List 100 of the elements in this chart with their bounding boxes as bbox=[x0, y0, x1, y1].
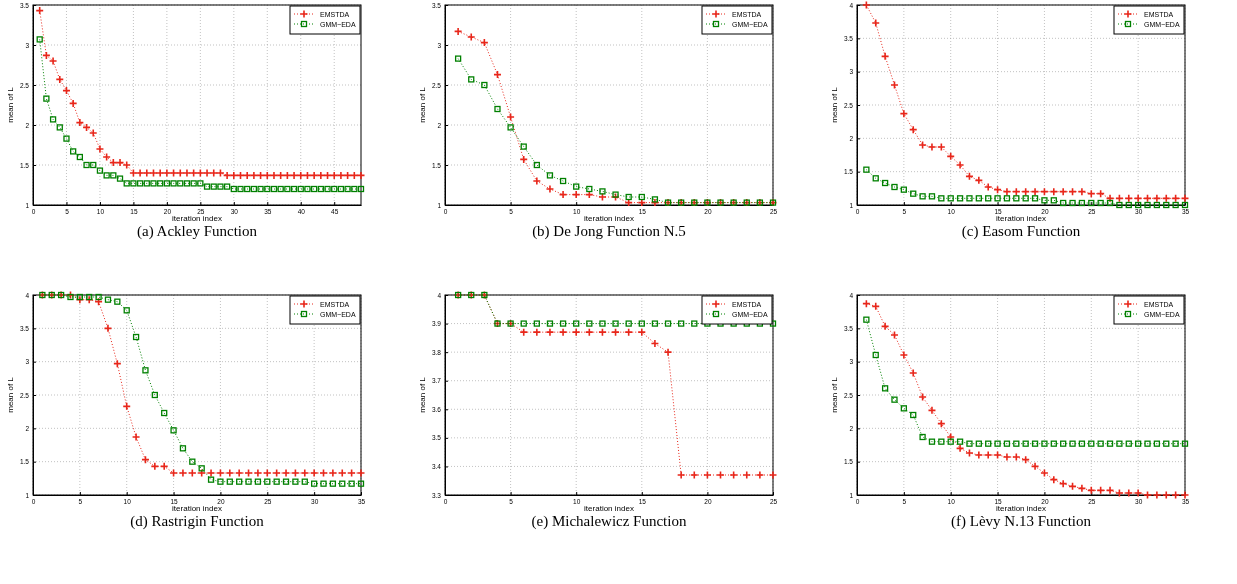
point bbox=[1078, 199, 1086, 207]
point bbox=[264, 185, 271, 193]
point bbox=[638, 193, 645, 201]
point bbox=[1088, 440, 1095, 447]
point bbox=[1003, 440, 1011, 447]
point bbox=[625, 193, 632, 201]
point bbox=[481, 81, 488, 89]
point bbox=[956, 438, 964, 445]
x-axis-title: iteration index bbox=[172, 214, 222, 223]
point bbox=[546, 172, 554, 179]
point bbox=[863, 316, 870, 323]
point bbox=[900, 186, 908, 193]
point bbox=[1124, 488, 1134, 498]
point bbox=[209, 168, 219, 178]
point bbox=[994, 195, 1001, 202]
x-axis-title: iteration index bbox=[996, 214, 1046, 223]
point bbox=[277, 185, 284, 193]
point bbox=[131, 432, 141, 442]
point bbox=[910, 411, 917, 419]
point bbox=[612, 191, 619, 198]
point bbox=[1144, 201, 1151, 209]
point bbox=[110, 172, 117, 179]
point bbox=[891, 396, 898, 403]
text: (f) Lèvy N.13 Function bbox=[951, 513, 1092, 530]
point bbox=[919, 433, 926, 441]
point bbox=[253, 468, 263, 478]
point bbox=[103, 172, 110, 179]
point bbox=[310, 185, 318, 193]
point bbox=[1134, 201, 1142, 209]
point bbox=[337, 185, 345, 193]
point bbox=[226, 478, 233, 485]
point bbox=[357, 185, 365, 193]
point bbox=[1134, 440, 1142, 447]
point bbox=[178, 468, 188, 478]
point bbox=[234, 468, 244, 478]
point bbox=[225, 468, 235, 478]
point bbox=[357, 480, 365, 487]
point bbox=[254, 478, 262, 485]
point bbox=[76, 153, 84, 161]
point bbox=[1022, 195, 1029, 202]
point bbox=[198, 465, 205, 472]
point bbox=[599, 320, 606, 327]
point bbox=[663, 347, 673, 357]
point bbox=[454, 55, 462, 62]
point bbox=[328, 468, 338, 478]
point bbox=[245, 478, 252, 485]
point bbox=[955, 160, 965, 170]
point bbox=[344, 185, 351, 193]
point bbox=[304, 185, 311, 193]
point bbox=[70, 148, 77, 155]
point bbox=[742, 470, 752, 480]
point bbox=[329, 480, 337, 487]
point bbox=[768, 470, 778, 480]
point bbox=[938, 438, 945, 445]
point bbox=[908, 368, 918, 378]
point bbox=[638, 320, 645, 327]
point bbox=[183, 180, 191, 187]
point bbox=[136, 180, 144, 187]
point bbox=[975, 195, 982, 202]
point bbox=[96, 167, 104, 174]
point bbox=[284, 185, 291, 193]
point bbox=[466, 32, 476, 42]
point bbox=[689, 470, 699, 480]
point bbox=[301, 478, 308, 485]
point bbox=[1163, 440, 1170, 447]
point bbox=[49, 116, 57, 123]
point bbox=[210, 183, 217, 190]
point bbox=[1022, 440, 1029, 447]
point bbox=[494, 105, 501, 113]
point bbox=[559, 320, 567, 327]
point bbox=[985, 195, 992, 202]
point bbox=[546, 320, 554, 327]
point bbox=[297, 185, 304, 193]
point bbox=[189, 458, 196, 465]
point bbox=[331, 185, 338, 193]
point bbox=[586, 185, 593, 193]
point bbox=[994, 440, 1001, 447]
point bbox=[250, 185, 258, 193]
point bbox=[1144, 440, 1151, 447]
point bbox=[586, 320, 593, 327]
point bbox=[155, 168, 165, 178]
point bbox=[230, 185, 237, 193]
point bbox=[56, 124, 63, 131]
x-axis-title: iteration index bbox=[996, 504, 1046, 513]
point bbox=[317, 185, 324, 193]
point bbox=[203, 183, 211, 190]
point bbox=[1106, 440, 1114, 447]
point bbox=[1041, 197, 1048, 204]
point bbox=[88, 128, 98, 138]
point bbox=[114, 298, 121, 305]
point bbox=[143, 180, 150, 187]
point bbox=[310, 480, 318, 487]
point bbox=[1002, 452, 1012, 462]
point bbox=[150, 180, 157, 187]
point bbox=[1060, 199, 1067, 207]
point bbox=[533, 320, 540, 327]
point bbox=[217, 478, 224, 485]
point bbox=[571, 327, 581, 337]
point bbox=[1116, 440, 1123, 447]
point bbox=[1041, 440, 1048, 447]
